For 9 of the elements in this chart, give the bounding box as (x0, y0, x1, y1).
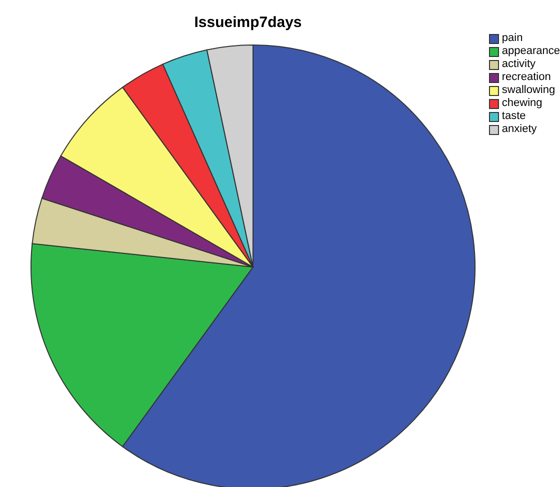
legend-label: taste (502, 110, 526, 123)
legend-label: chewing (502, 97, 542, 110)
legend-label: swallowing (502, 84, 556, 97)
legend-label: anxiety (502, 123, 537, 136)
legend-label: recreation (502, 71, 551, 84)
legend-label: appearance (502, 45, 560, 58)
legend-label: activity (502, 58, 536, 71)
chart-title: Issueimp7days (193, 14, 303, 31)
legend-label: pain (502, 32, 523, 45)
